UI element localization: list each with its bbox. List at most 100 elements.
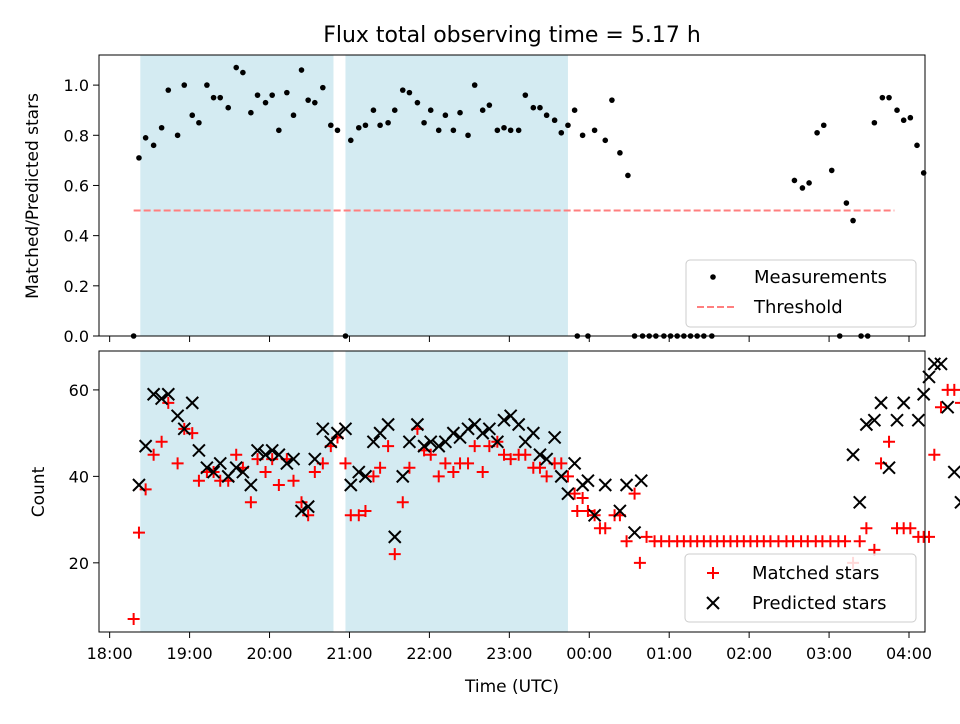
measurement-point <box>136 155 142 161</box>
legend-predicted-marker <box>706 596 720 610</box>
measurement-point <box>479 107 486 113</box>
predicted-star-point <box>161 387 175 401</box>
matched-star-point <box>468 440 481 453</box>
predicted-star-point <box>301 499 315 514</box>
measurement-point <box>625 172 631 179</box>
matched-star-point <box>576 491 589 504</box>
measurement-point <box>414 99 421 106</box>
matched-star-point <box>127 613 140 626</box>
predicted-star-point <box>206 465 221 479</box>
x-tick-label: 19:00 <box>167 644 213 663</box>
bottom-shaded-intervals <box>140 351 568 632</box>
top-y-tick-label: 0.2 <box>64 277 89 296</box>
top-y-tick-label: 0.8 <box>64 126 89 145</box>
matched-star-point <box>424 448 437 461</box>
measurement-point <box>791 177 798 184</box>
predicted-star-point <box>867 413 882 427</box>
matched-star-point <box>954 396 960 409</box>
predicted-star-point <box>581 473 595 488</box>
matched-star-point <box>339 457 352 470</box>
matched-star-point <box>439 457 452 470</box>
predicted-star-point <box>192 443 206 458</box>
measurement-point <box>457 109 463 116</box>
measurement-point <box>515 127 522 134</box>
predicted-star-point <box>244 478 258 492</box>
predicted-star-point <box>547 430 562 445</box>
matched-star-point <box>581 504 594 517</box>
measurement-point <box>907 114 914 121</box>
matched-star-point <box>367 470 380 483</box>
legend-measurements-marker <box>710 274 716 280</box>
matched-star-point <box>295 496 308 509</box>
matched-star-point <box>403 461 416 474</box>
matched-star-point <box>620 535 633 548</box>
bottom-legend-box <box>684 553 917 623</box>
measurement-point <box>501 124 507 131</box>
measurement-point <box>347 137 354 144</box>
x-tick-label: 00:00 <box>566 644 612 663</box>
measurement-point <box>165 87 172 93</box>
predicted-star-point <box>344 478 358 492</box>
predicted-star-point <box>154 391 169 406</box>
predicted-star-point <box>490 435 505 449</box>
predicted-star-point <box>308 452 322 466</box>
predicted-star-point <box>627 525 642 540</box>
bottom-legend: Matched stars Predicted stars <box>684 553 917 623</box>
predicted-star-point <box>185 396 199 410</box>
predicted-star-point <box>316 422 330 436</box>
predicted-star-point <box>146 387 161 401</box>
top-panel: 0.0 0.2 0.4 0.6 0.8 1.0 Matched/Predicted sta… <box>23 54 927 346</box>
predicted-star-point <box>280 456 294 471</box>
predicted-star-point <box>940 400 955 414</box>
predicted-star-point <box>177 422 191 436</box>
matched-star-point <box>382 440 395 453</box>
predicted-star-point <box>358 469 373 484</box>
measurement-point <box>920 170 927 176</box>
matched-stars-series <box>127 383 960 626</box>
measurement-point <box>142 134 149 141</box>
matched-star-point <box>860 522 873 535</box>
bottom-y-tick-label: 60 <box>69 381 89 400</box>
measurement-point <box>522 92 529 98</box>
measurement-point <box>843 200 850 206</box>
top-y-ticks: 0.0 0.2 0.4 0.6 0.8 1.0 <box>64 76 99 346</box>
predicted-star-point <box>338 422 353 436</box>
measurement-point <box>543 112 550 119</box>
measurement-point <box>530 104 537 111</box>
matched-star-point <box>162 396 175 409</box>
measurement-point <box>602 137 609 144</box>
measurement-point <box>276 127 282 134</box>
predicted-star-point <box>587 508 602 522</box>
predicted-star-point <box>526 426 541 440</box>
predicted-star-point <box>236 465 250 479</box>
predicted-star-point <box>927 357 942 371</box>
measurement-point <box>507 127 514 134</box>
measurement-point <box>406 89 413 96</box>
matched-star-point <box>498 448 511 461</box>
top-legend-box <box>685 259 917 328</box>
measurement-point <box>312 99 318 106</box>
measurement-point <box>879 94 886 101</box>
measurement-point <box>254 92 261 98</box>
predicted-star-point <box>911 413 926 427</box>
matched-star-point <box>132 526 145 539</box>
legend-matched-marker <box>707 567 719 579</box>
predicted-star-point <box>859 417 874 432</box>
predicted-star-point <box>388 530 402 544</box>
x-tick-label: 03:00 <box>806 644 852 663</box>
measurement-point <box>591 127 598 134</box>
x-tick-label: 01:00 <box>646 644 692 663</box>
measurement-point <box>565 122 571 129</box>
top-y-label: Matched/Predicted stars <box>23 93 43 299</box>
measurement-point <box>609 97 615 103</box>
bottom-x-label: Time (UTC) <box>464 677 559 697</box>
measurement-point <box>617 150 623 156</box>
bottom-panel: 20 40 60 18:00 19:00 20:00 21:00 22:00 23:00 00:… <box>29 350 960 697</box>
predicted-star-point <box>613 504 627 518</box>
top-axes-frame <box>98 54 926 337</box>
matched-star-point <box>171 457 184 470</box>
measurement-point <box>391 107 398 113</box>
predicted-star-point <box>554 469 569 484</box>
matched-star-point <box>519 448 532 461</box>
